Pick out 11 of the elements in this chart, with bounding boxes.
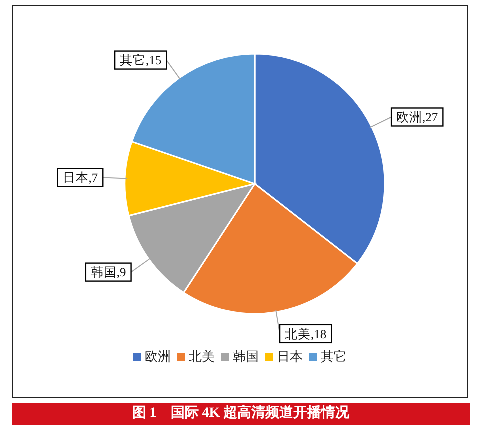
legend-label: 日本 xyxy=(277,348,303,366)
data-label: 北美,18 xyxy=(285,326,327,342)
text: 图 1 国际 4K 超高清频道开播情况 xyxy=(132,406,350,421)
data-label: 韩国,9 xyxy=(90,266,126,280)
legend-label: 欧洲 xyxy=(145,348,171,366)
data-label: 其它,15 xyxy=(120,52,162,68)
legend-label: 北美 xyxy=(189,348,215,366)
data-label: 欧洲,27 xyxy=(396,110,438,125)
data-label: 日本,7 xyxy=(62,171,98,186)
legend-label: 韩国 xyxy=(233,348,259,366)
legend-label: 其它 xyxy=(321,348,347,366)
